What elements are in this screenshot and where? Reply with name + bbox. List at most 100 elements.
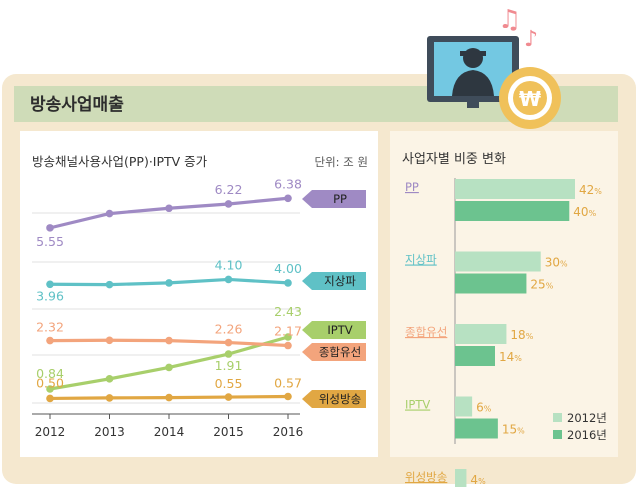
- percent-sign: %: [526, 332, 534, 341]
- series-tag-shape: [302, 321, 366, 339]
- svg-text:₩: ₩: [519, 87, 541, 111]
- data-point: [224, 275, 233, 284]
- category-label: 종합유선: [405, 325, 447, 339]
- data-point: [165, 336, 173, 345]
- legend-label: 2012년: [567, 411, 607, 425]
- data-point: [284, 341, 292, 350]
- bar-value-label: 14%: [499, 350, 522, 364]
- data-point: [46, 224, 54, 232]
- music-note-icon: ♫ ♪: [498, 5, 538, 52]
- bar-legend: 2012년 2016년: [553, 411, 607, 442]
- bar: [455, 273, 527, 294]
- data-label: 0.50: [36, 375, 64, 390]
- data-point: [46, 280, 54, 289]
- data-point: [224, 393, 233, 401]
- series-tag-shape: [302, 190, 366, 208]
- tv-icon: [427, 36, 519, 108]
- percent-sign: %: [560, 260, 568, 269]
- bar-value-label: 40%: [573, 205, 596, 219]
- series-tag-label: PP: [333, 192, 347, 206]
- x-tick-label: 2016: [273, 425, 304, 439]
- series-tag-shape: [302, 272, 366, 290]
- page-title: 방송사업매출: [30, 95, 124, 115]
- data-point: [224, 338, 233, 347]
- data-label: 6.38: [274, 176, 302, 191]
- data-point: [46, 385, 54, 393]
- bar-value-label: 15%: [502, 423, 525, 437]
- x-tick-label: 2012: [35, 425, 66, 439]
- category-label: 위성방송: [405, 470, 447, 484]
- percent-sign: %: [594, 187, 602, 196]
- series-tag-label: IPTV: [327, 323, 352, 337]
- data-point: [165, 204, 173, 213]
- data-point: [105, 336, 114, 345]
- percent-sign: %: [478, 477, 486, 486]
- category-label: PP: [405, 180, 419, 194]
- series-tag-label: 종합유선: [319, 345, 361, 359]
- bar-chart-title: 사업자별 비중 변화: [402, 152, 506, 167]
- data-label: 4.10: [215, 257, 243, 272]
- bar-value-label: 25%: [530, 278, 553, 292]
- bar-chart: 사업자별 비중 변화 PP 42% 40% 지상파 30% 25% 종합유선 18% 14% IP…: [402, 152, 607, 487]
- bar-value-label: 18%: [510, 328, 533, 342]
- data-label: 2.26: [215, 322, 243, 337]
- data-point: [284, 279, 292, 287]
- bar-value-label: 42%: [579, 183, 602, 197]
- data-point: [46, 394, 54, 403]
- line-chart-gridlines: [32, 212, 300, 404]
- bar: [455, 179, 575, 199]
- data-label: 5.55: [36, 234, 64, 249]
- data-point: [165, 279, 173, 287]
- bar-chart-bars: PP 42% 40% 지상파 30% 25% 종합유선 18% 14% IPTV 6% 15% 위성방송…: [405, 179, 602, 487]
- category-label: 지상파: [405, 253, 437, 267]
- data-label: 1.91: [215, 358, 243, 373]
- data-point: [224, 200, 233, 208]
- legend-swatch: [553, 430, 562, 439]
- data-label: 0.55: [215, 376, 243, 391]
- data-label: 4.00: [274, 261, 302, 276]
- data-point: [105, 209, 114, 218]
- bar: [455, 418, 498, 439]
- data-point: [284, 333, 292, 341]
- bar-value-label: 6%: [476, 401, 492, 415]
- line-chart-series: 5.55 6.22 6.38 3.96 4.10 4.00 0.84 1.91 2.43 2.32…: [36, 176, 302, 403]
- data-point: [165, 363, 173, 372]
- series-tag-label: 지상파: [324, 274, 356, 288]
- bar-value-label: 4%: [470, 473, 486, 487]
- category-label: IPTV: [405, 398, 430, 412]
- legend-swatch: [553, 413, 562, 422]
- percent-sign: %: [589, 209, 597, 218]
- data-point: [284, 392, 292, 401]
- bar: [455, 396, 473, 417]
- data-label: 0.84: [36, 366, 64, 381]
- percent-sign: %: [514, 354, 522, 363]
- data-point: [46, 336, 54, 345]
- data-label: 2.32: [36, 320, 64, 335]
- bar: [455, 346, 495, 366]
- bar: [455, 469, 467, 487]
- series-tag-label: 위성방송: [319, 392, 361, 406]
- x-tick-label: 2014: [154, 425, 185, 439]
- data-label: 2.43: [274, 304, 302, 319]
- percent-sign: %: [517, 427, 525, 436]
- bar: [455, 324, 507, 344]
- won-coin-icon: ₩: [499, 67, 561, 129]
- bar: [455, 251, 541, 272]
- data-label: 2.17: [274, 324, 302, 339]
- percent-sign: %: [546, 282, 554, 291]
- svg-text:♪: ♪: [524, 27, 538, 52]
- data-label: 0.57: [274, 376, 302, 391]
- data-point: [224, 350, 233, 358]
- x-axis: 2012 2013 2014 2015 2016: [32, 413, 304, 439]
- data-label: 3.96: [36, 288, 64, 303]
- unit-label: 단위: 조 원: [314, 155, 368, 169]
- data-point: [105, 394, 114, 402]
- x-tick-label: 2013: [94, 425, 125, 439]
- percent-sign: %: [484, 405, 492, 414]
- data-point: [284, 194, 292, 203]
- series-tag-shape: [302, 390, 366, 408]
- x-tick-label: 2015: [213, 425, 244, 439]
- line-chart-panel: [20, 131, 378, 457]
